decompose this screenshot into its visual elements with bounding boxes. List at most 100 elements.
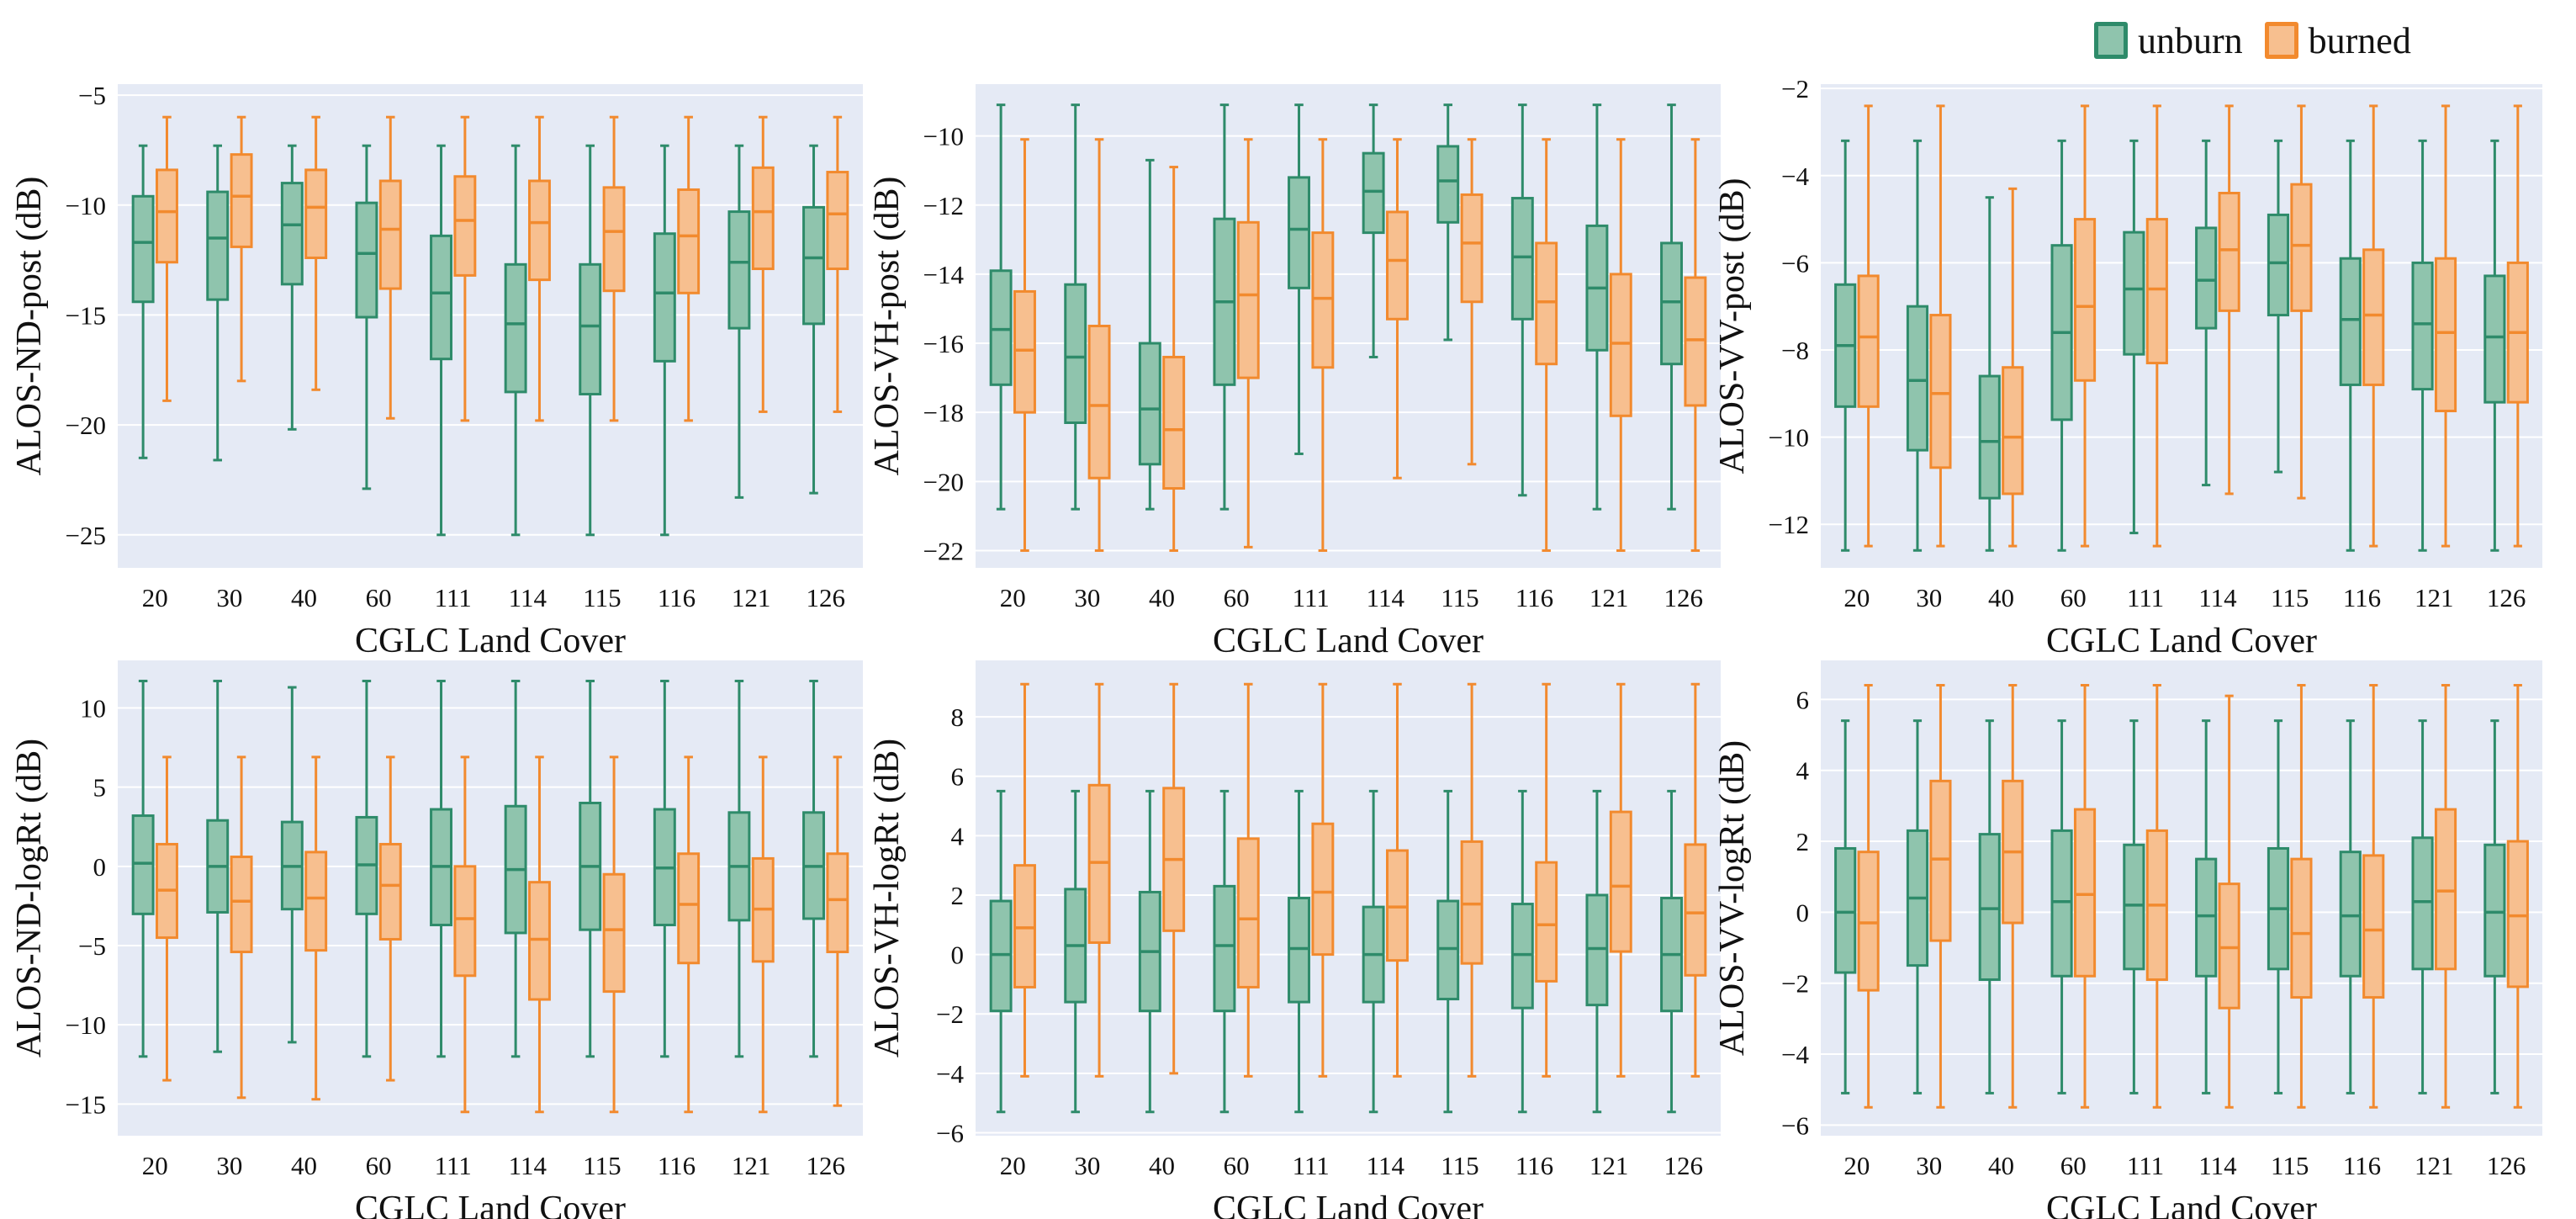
box-burned-111	[453, 115, 477, 422]
box-iqr	[2290, 183, 2313, 312]
box-unburn-126	[2483, 139, 2506, 552]
box-unburn-114	[1362, 103, 1385, 358]
box-iqr	[453, 175, 477, 277]
box-burned-20	[1857, 104, 1880, 548]
box-iqr	[1013, 864, 1036, 988]
box-iqr	[677, 852, 701, 965]
x-tick-label: 60	[2060, 583, 2087, 612]
box-unburn-121	[2411, 139, 2434, 552]
x-tick-label: 126	[806, 1151, 845, 1180]
x-tick-label: 115	[2271, 1151, 2309, 1180]
y-tick-label: 4	[951, 821, 965, 851]
x-tick-label: 116	[1515, 1151, 1553, 1180]
y-tick-label: −4	[1781, 1040, 1809, 1069]
box-iqr	[2411, 836, 2434, 971]
box-unburn-115	[2267, 719, 2290, 1094]
box-burned-40	[2002, 187, 2024, 548]
box-burned-60	[2073, 684, 2097, 1109]
x-tick-label: 116	[2343, 1151, 2381, 1180]
x-tick-label: 30	[1916, 1151, 1942, 1180]
box-burned-116	[677, 115, 701, 422]
box-burned-114	[2218, 694, 2240, 1109]
box-burned-20	[1013, 682, 1036, 1078]
box-unburn-20	[1834, 719, 1857, 1094]
box-iqr	[1162, 355, 1186, 490]
box-burned-114	[2218, 104, 2240, 496]
x-tick-label: 40	[1988, 583, 2014, 612]
box-burned-111	[2145, 684, 2168, 1109]
box-iqr	[826, 852, 849, 954]
box-unburn-121	[1585, 103, 1609, 511]
x-tick-label: 60	[1224, 1151, 1250, 1180]
box-burned-121	[751, 755, 775, 1114]
x-tick-label: 20	[142, 583, 168, 612]
box-unburn-126	[1660, 789, 1683, 1114]
box-iqr	[2339, 851, 2362, 978]
box-iqr	[1609, 273, 1632, 417]
x-tick-label: 116	[2343, 583, 2381, 612]
x-tick-label: 30	[1074, 583, 1100, 612]
box-unburn-111	[2123, 139, 2145, 535]
box-iqr	[504, 262, 527, 394]
x-tick-label: 121	[732, 583, 771, 612]
box-iqr	[2145, 218, 2168, 365]
y-axis-label: ALOS-VH-post (dB)	[868, 177, 907, 476]
y-tick-label: −2	[1781, 74, 1809, 103]
box-burned-121	[1609, 138, 1632, 552]
box-unburn-30	[1064, 789, 1087, 1114]
box-iqr	[1510, 903, 1534, 1010]
box-burned-20	[1013, 138, 1036, 552]
box-iqr	[1978, 374, 2001, 500]
x-tick-label: 114	[2198, 583, 2237, 612]
y-tick-label: −12	[1769, 510, 1809, 539]
x-tick-label: 60	[1224, 583, 1250, 612]
box-burned-20	[156, 755, 178, 1082]
x-tick-label: 126	[1664, 583, 1703, 612]
box-iqr	[579, 262, 602, 396]
x-tick-label: 115	[583, 583, 621, 612]
x-axis-label: CGLC Land Cover	[1213, 1190, 1484, 1219]
x-tick-label: 126	[2487, 1151, 2526, 1180]
box-burned-40	[1162, 166, 1186, 552]
box-iqr	[2123, 843, 2145, 971]
legend: unburn burned	[2094, 15, 2411, 66]
box-iqr	[2073, 218, 2097, 382]
box-burned-40	[304, 115, 328, 391]
x-tick-label: 121	[2415, 583, 2454, 612]
y-tick-label: −4	[1781, 162, 1809, 191]
legend-label-burned: burned	[2308, 19, 2411, 61]
legend-swatch-unburn	[2094, 22, 2128, 59]
box-iqr	[453, 865, 477, 978]
box-burned-126	[826, 115, 849, 413]
y-tick-label: 6	[951, 762, 965, 792]
y-tick-label: −12	[923, 191, 964, 220]
x-tick-label: 30	[1916, 583, 1942, 612]
box-iqr	[378, 842, 402, 941]
box-iqr	[677, 188, 701, 294]
box-burned-115	[602, 755, 626, 1114]
box-iqr	[1064, 283, 1087, 425]
subplot-4: −15 −10 −5 0 5 10 20 30 40 60 111 114 115 116 121 126 CG…	[10, 660, 863, 1219]
y-tick-label: 10	[80, 694, 106, 723]
x-axis-label: CGLC Land Cover	[2046, 1190, 2317, 1219]
y-tick-label: 0	[1796, 898, 1810, 927]
box-iqr	[1013, 289, 1036, 414]
box-unburn-116	[1510, 103, 1534, 497]
x-tick-label: 116	[658, 1151, 696, 1180]
box-burned-30	[1929, 104, 1952, 548]
x-tick-label: 114	[1367, 1151, 1405, 1180]
x-tick-label: 111	[2127, 1151, 2164, 1180]
box-unburn-60	[1213, 789, 1236, 1114]
y-tick-label: −25	[66, 521, 106, 550]
box-iqr	[304, 851, 328, 952]
box-unburn-114	[504, 144, 527, 537]
box-iqr	[1213, 884, 1236, 1013]
box-unburn-115	[1436, 103, 1460, 342]
x-tick-label: 40	[1988, 1151, 2014, 1180]
box-iqr	[378, 179, 402, 290]
box-iqr	[2002, 366, 2024, 496]
box-unburn-126	[1660, 103, 1683, 511]
box-burned-115	[1460, 138, 1484, 466]
box-iqr	[751, 166, 775, 271]
box-iqr	[802, 205, 825, 326]
